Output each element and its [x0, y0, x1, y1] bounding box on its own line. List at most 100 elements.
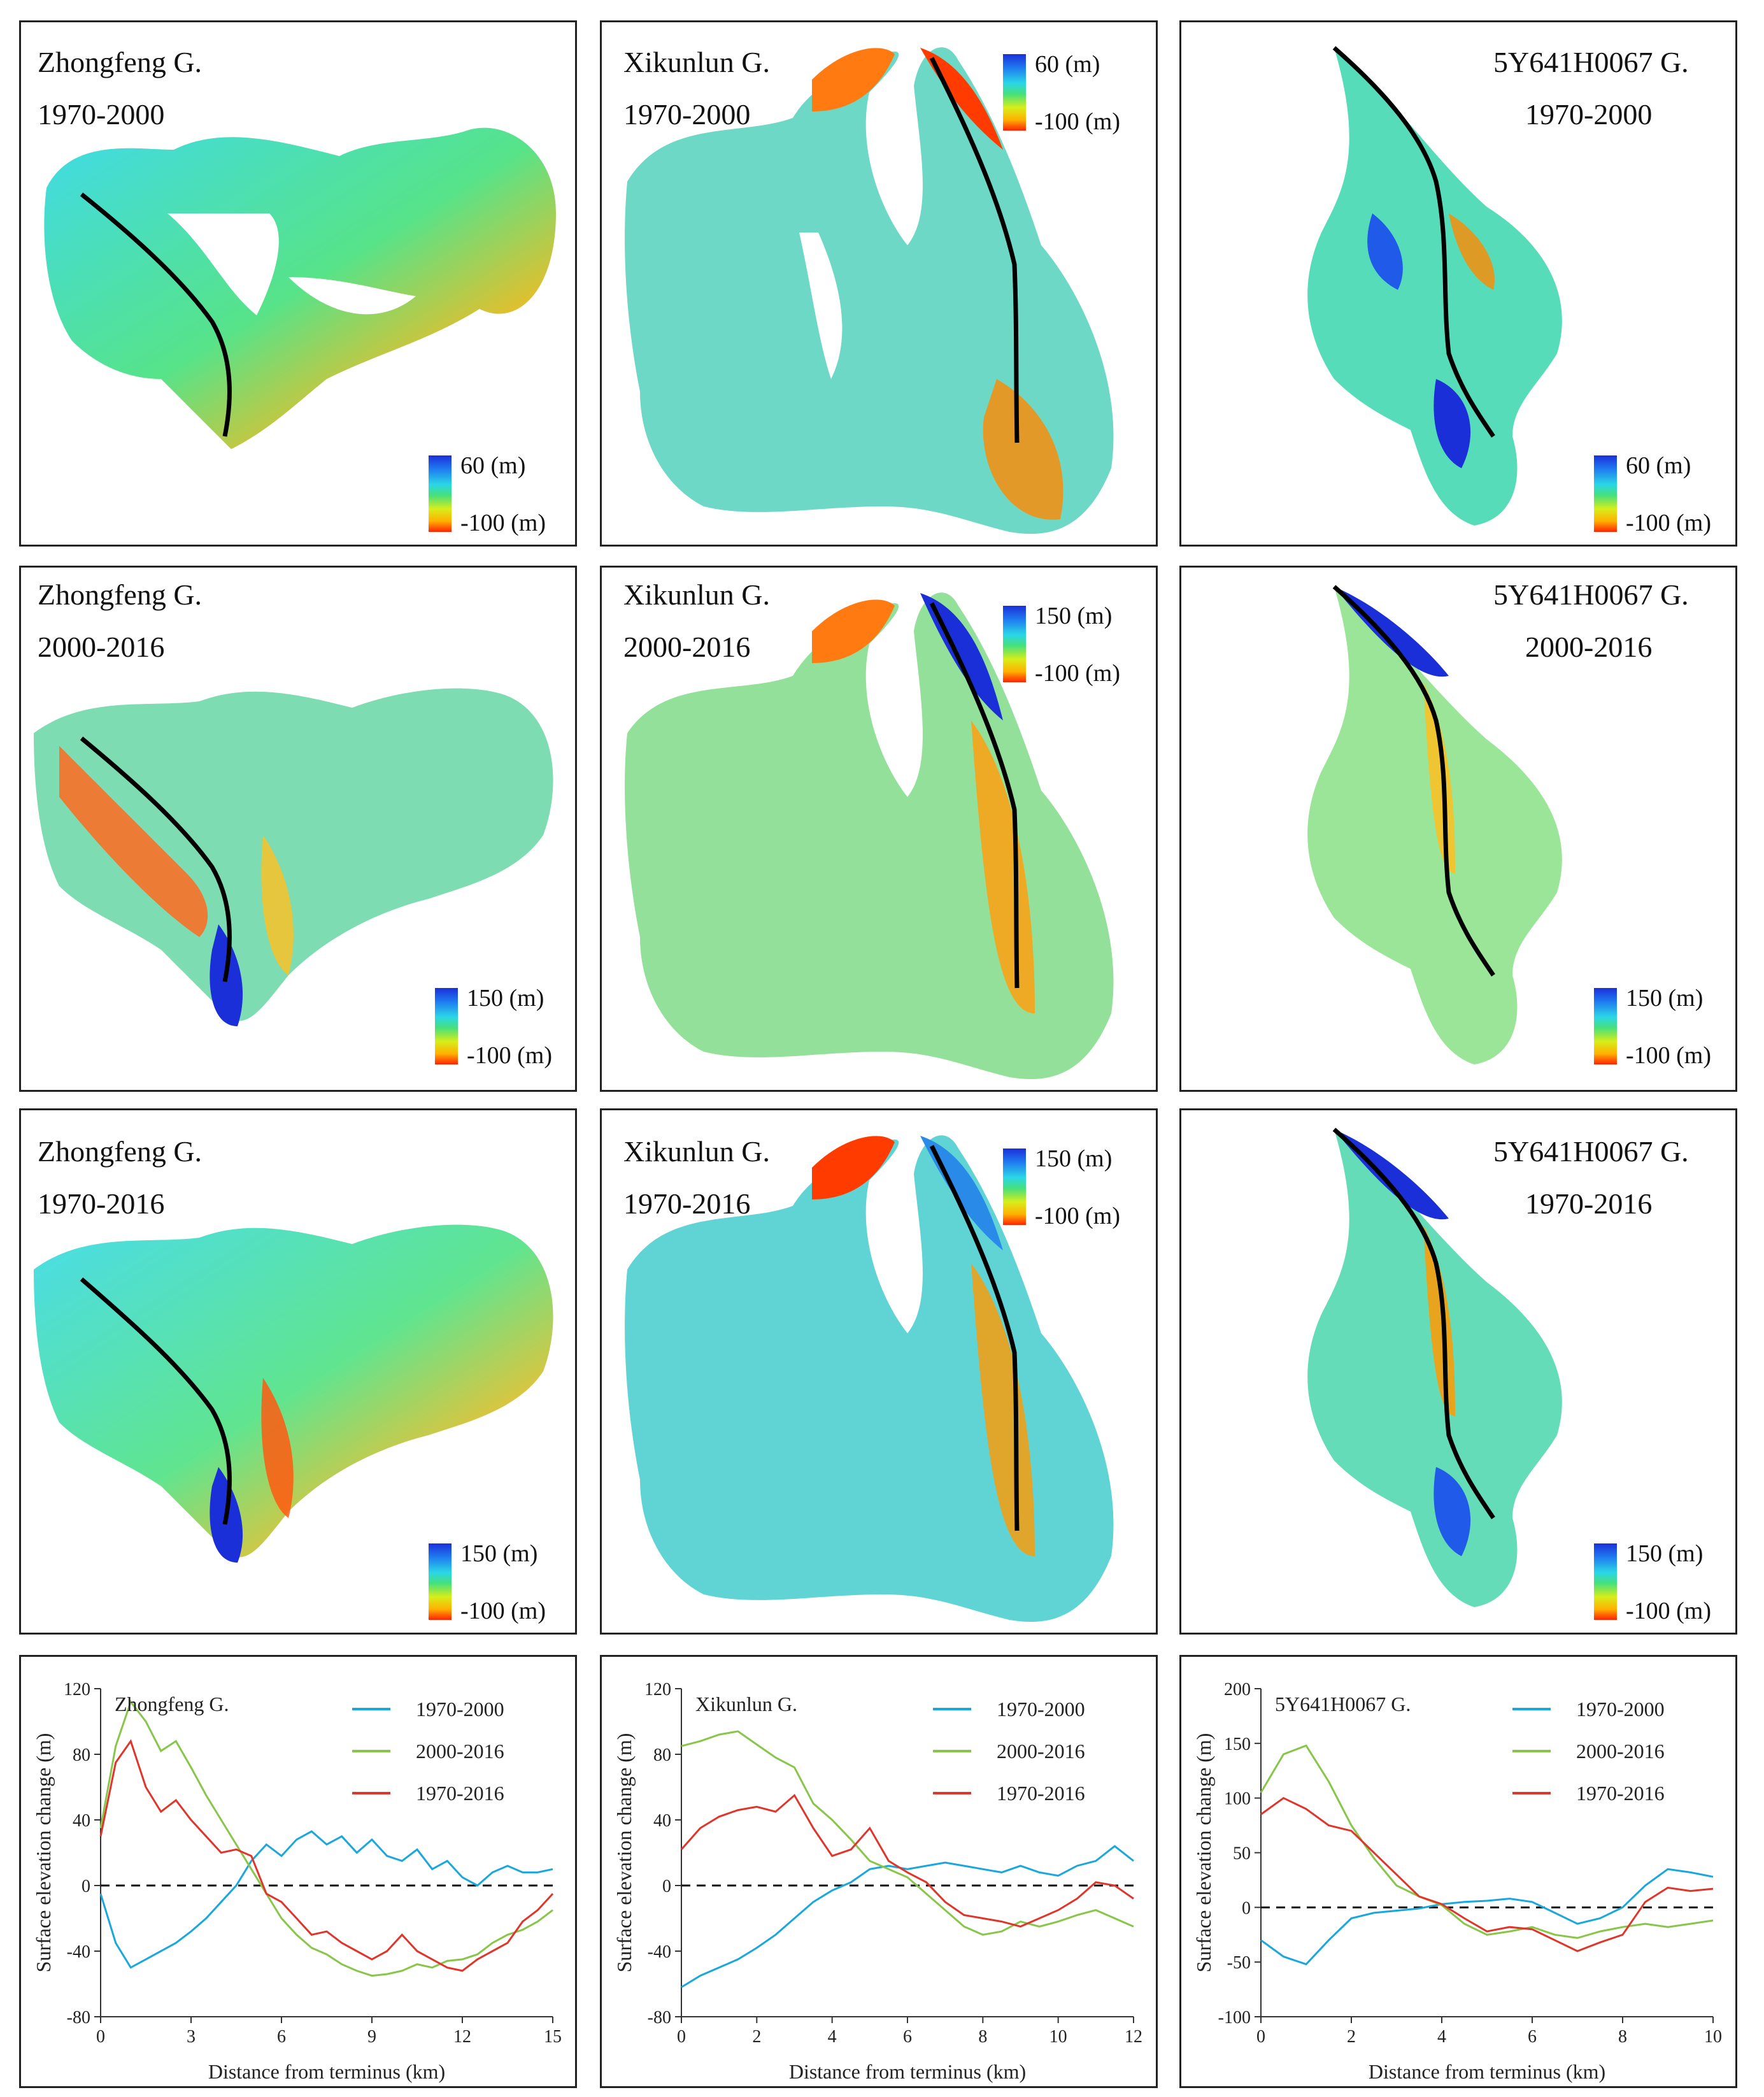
y-tick-label: 120	[644, 1680, 671, 1700]
x-tick-label: 3	[187, 2027, 196, 2047]
map-period: 2000-2016	[1525, 631, 1653, 663]
y-tick-label: 100	[1224, 1789, 1251, 1809]
color-ramp	[429, 1543, 452, 1620]
x-tick-label: 15	[544, 2027, 562, 2047]
x-axis-label: Distance from terminus (km)	[1369, 2060, 1605, 2083]
glacier-map	[625, 592, 1114, 1080]
color-legend: 150 (m) -100 (m)	[1594, 1540, 1715, 1624]
profile-chart-panel-zhongfeng: -80 -40 0 40 80 120 0 3 6 9 12 15 Zhongfeng G. Distan…	[19, 1655, 577, 2088]
x-tick-label: 10	[1049, 2027, 1067, 2047]
legend-min: -100 (m)	[460, 1598, 546, 1624]
glacier-map	[1307, 585, 1562, 1064]
x-tick-label: 10	[1704, 2027, 1722, 2047]
legend-max: 150 (m)	[1035, 603, 1113, 629]
y-tick-label: 150	[1224, 1735, 1251, 1754]
color-ramp	[435, 988, 458, 1064]
legend-max: 150 (m)	[460, 1540, 538, 1567]
color-legend: 60 (m) -100 (m)	[429, 452, 550, 536]
x-tick-label: 4	[828, 2027, 837, 2047]
map-panel-xikunlun-1970-2000: Xikunlun G. 1970-2000 60 (m) -100 (m)	[600, 20, 1158, 547]
legend-entry: 2000-2016	[997, 1740, 1085, 1763]
color-ramp	[429, 455, 452, 532]
x-tick-label: 2	[1347, 2027, 1356, 2047]
x-tick-label: 2	[752, 2027, 761, 2047]
map-period: 1970-2016	[1525, 1187, 1653, 1220]
y-tick-label: -40	[67, 1942, 90, 1962]
map-glacier-name: Zhongfeng G.	[38, 578, 203, 611]
legend-entry: 1970-2000	[997, 1698, 1085, 1721]
y-tick-label: 40	[653, 1811, 671, 1831]
legend-min: -100 (m)	[460, 510, 546, 536]
map-panel-xikunlun-1970-2016: Xikunlun G. 1970-2016 150 (m) -100 (m)	[600, 1108, 1158, 1635]
map-period: 1970-2016	[623, 1187, 751, 1220]
y-tick-label: 80	[73, 1745, 90, 1765]
glacier-map	[625, 1135, 1114, 1622]
legend-min: -100 (m)	[1626, 510, 1712, 536]
profile-chart: -100 -50 0 50 100 150 200 0 2 4 6 8 10 5Y641H0067 G. D…	[1192, 1680, 1722, 2083]
map-panel-5y641h0067-2000-2016: 5Y641H0067 G. 2000-2016 150 (m) -100 (m)	[1179, 566, 1737, 1092]
legend-entry: 2000-2016	[416, 1740, 504, 1763]
color-ramp	[1594, 455, 1617, 532]
y-tick-label: -50	[1227, 1953, 1251, 1973]
chart-title: Zhongfeng G.	[115, 1693, 229, 1715]
legend-entry: 1970-2016	[1576, 1782, 1665, 1805]
color-legend: 60 (m) -100 (m)	[1003, 51, 1124, 135]
map-period: 1970-2000	[623, 98, 751, 131]
y-tick-label: 40	[73, 1811, 90, 1831]
legend-max: 150 (m)	[467, 985, 544, 1012]
map-glacier-name: 5Y641H0067 G.	[1493, 46, 1689, 78]
y-tick-label: 80	[653, 1745, 671, 1765]
series-line-2000-2016	[1260, 1744, 1714, 1939]
x-tick-label: 8	[1618, 2027, 1627, 2047]
x-tick-label: 4	[1437, 2027, 1446, 2047]
legend-min: -100 (m)	[1626, 1042, 1712, 1069]
legend-min: -100 (m)	[1035, 1203, 1121, 1229]
map-panel-5y641h0067-1970-2000: 5Y641H0067 G. 1970-2000 60 (m) -100 (m)	[1179, 20, 1737, 547]
y-axis-label: Surface elevation change (m)	[32, 1733, 55, 1973]
y-tick-label: -40	[648, 1942, 671, 1962]
series-line-1970-2000	[99, 1830, 553, 1969]
map-glacier-name: Xikunlun G.	[623, 1135, 770, 1168]
x-tick-label: 12	[1125, 2027, 1142, 2047]
legend-entry: 1970-2016	[997, 1782, 1085, 1805]
legend-entry: 1970-2016	[416, 1782, 504, 1805]
y-tick-label: 0	[1242, 1898, 1251, 1918]
glacier-map	[1307, 46, 1562, 526]
map-period: 1970-2016	[38, 1187, 165, 1220]
y-tick-label: -80	[648, 2008, 671, 2028]
map-glacier-name: Xikunlun G.	[623, 46, 770, 78]
color-ramp	[1594, 988, 1617, 1064]
color-ramp	[1594, 1543, 1617, 1620]
glacier-map	[34, 688, 553, 1026]
legend-min: -100 (m)	[1626, 1598, 1712, 1624]
series-line-1970-2016	[680, 1794, 1134, 1928]
map-panel-zhongfeng-1970-2000: Zhongfeng G. 1970-2000 60 (m) -100 (m)	[19, 20, 577, 547]
color-ramp	[1003, 606, 1026, 682]
map-panel-zhongfeng-2000-2016: Zhongfeng G. 2000-2016 150 (m) -100 (m)	[19, 566, 577, 1092]
x-tick-label: 6	[903, 2027, 912, 2047]
map-glacier-name: Zhongfeng G.	[38, 46, 203, 78]
map-period: 1970-2000	[1525, 98, 1653, 131]
map-glacier-name: Zhongfeng G.	[38, 1135, 203, 1168]
series-line-1970-2000	[1260, 1868, 1714, 1966]
legend-entry: 2000-2016	[1576, 1740, 1665, 1763]
x-tick-label: 0	[677, 2027, 686, 2047]
color-legend: 150 (m) -100 (m)	[435, 985, 556, 1069]
legend-max: 150 (m)	[1626, 1540, 1704, 1567]
color-ramp	[1003, 54, 1026, 131]
legend-max: 150 (m)	[1035, 1145, 1113, 1172]
map-period: 2000-2016	[623, 631, 751, 663]
legend-min: -100 (m)	[467, 1042, 553, 1069]
y-tick-label: 50	[1233, 1844, 1251, 1864]
map-glacier-name: 5Y641H0067 G.	[1493, 1135, 1689, 1168]
color-legend: 150 (m) -100 (m)	[429, 1540, 550, 1624]
y-tick-label: 200	[1224, 1680, 1251, 1700]
glacier-map	[625, 47, 1114, 534]
x-tick-label: 6	[277, 2027, 286, 2047]
series-line-2000-2016	[681, 1730, 1134, 1936]
profile-chart: -80 -40 0 40 80 120 0 3 6 9 12 15 Zhongfeng G. Distan…	[32, 1680, 562, 2083]
x-tick-label: 0	[1256, 2027, 1265, 2047]
series-line-1970-2016	[99, 1739, 554, 1972]
map-period: 2000-2016	[38, 631, 165, 663]
x-tick-label: 9	[367, 2027, 376, 2047]
